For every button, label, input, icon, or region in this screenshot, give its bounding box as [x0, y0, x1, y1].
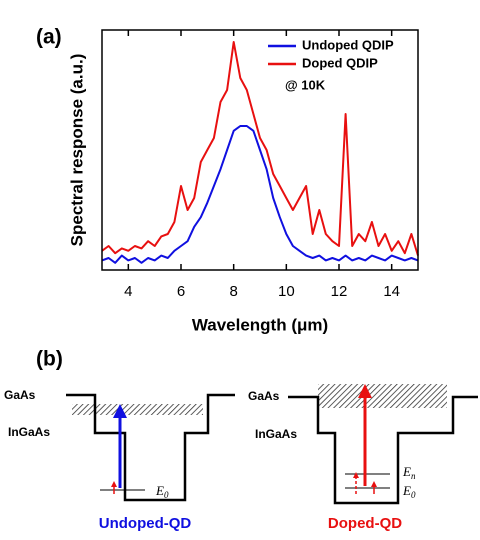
band-diagram: (b) GaAs InGaAs E0 Undoped-QD GaAs InGaA…: [4, 348, 478, 532]
symbol: E: [402, 483, 411, 498]
legend-label: Doped QDIP: [302, 55, 378, 70]
annotation: @ 10K: [285, 77, 326, 92]
barrier-label: GaAs: [4, 388, 36, 402]
caption: Doped-QD: [328, 515, 402, 532]
subscript: 0: [411, 490, 416, 500]
well-label: InGaAs: [255, 427, 297, 441]
x-tick-label: 4: [124, 283, 132, 300]
caption: Undoped-QD: [99, 515, 192, 532]
x-tick-label: 8: [229, 283, 237, 300]
electron-head: [353, 472, 359, 478]
symbol: E: [155, 483, 164, 498]
panel-label: (b): [36, 348, 63, 371]
x-tick-label: 10: [278, 283, 295, 300]
series-line: [101, 125, 419, 264]
barrier-label: GaAs: [248, 389, 280, 403]
subscript: n: [411, 471, 416, 481]
x-tick-label: 14: [383, 283, 400, 300]
well-profile: [66, 393, 235, 502]
well-profile: [288, 395, 478, 505]
level-label: En: [402, 464, 416, 481]
chart: (a) Spectral response (a.u.) Wavelength …: [36, 26, 419, 334]
continuum: [318, 384, 447, 408]
well-label: InGaAs: [8, 425, 50, 439]
plot-frame: [101, 29, 419, 271]
symbol: E: [402, 464, 411, 479]
level-label: E0: [402, 483, 416, 500]
y-axis-label: Spectral response (a.u.): [67, 54, 86, 247]
electron-head: [111, 481, 117, 487]
legend-label: Undoped QDIP: [302, 37, 394, 52]
continuum: [72, 404, 203, 415]
arrow-head: [113, 404, 127, 418]
subscript: 0: [164, 490, 169, 500]
x-tick-label: 6: [177, 283, 185, 300]
electron-head: [371, 481, 377, 487]
x-tick-label: 12: [331, 283, 348, 300]
level-label: E0: [155, 483, 169, 500]
arrow-head: [358, 384, 372, 398]
panel-label: (a): [36, 26, 62, 49]
x-axis-label: Wavelength (μm): [192, 315, 328, 334]
series-line: [101, 41, 419, 256]
